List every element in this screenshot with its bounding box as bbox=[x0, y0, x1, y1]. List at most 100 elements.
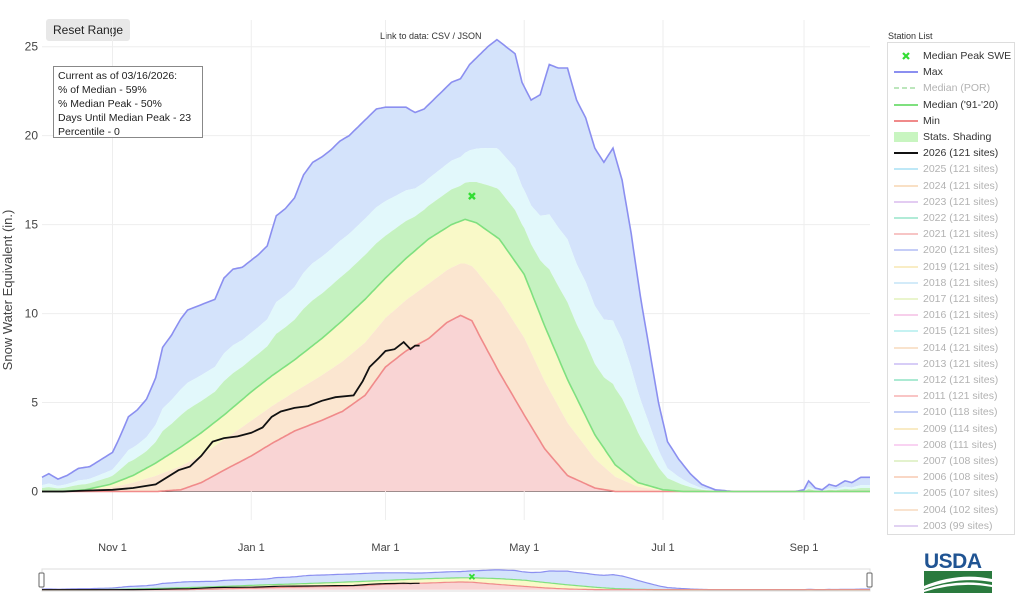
legend-swatch bbox=[894, 330, 918, 333]
legend-item[interactable]: 2011 (121 sites) bbox=[888, 388, 1014, 404]
legend-swatch bbox=[894, 184, 918, 187]
y-tick-label: 15 bbox=[25, 218, 39, 232]
legend-item[interactable]: 2008 (111 sites) bbox=[888, 437, 1014, 453]
legend-swatch bbox=[894, 249, 918, 252]
annotation-line: Days Until Median Peak - 23 bbox=[58, 112, 192, 124]
legend-label: 2012 (121 sites) bbox=[923, 374, 999, 386]
station-list-title: Station List bbox=[888, 31, 933, 41]
legend-item[interactable]: Median (POR) bbox=[888, 80, 1014, 96]
legend-swatch bbox=[894, 379, 918, 381]
legend-label: 2019 (121 sites) bbox=[923, 260, 999, 273]
legend-item[interactable]: 2014 (121 sites) bbox=[888, 340, 1014, 356]
legend-swatch bbox=[894, 71, 918, 74]
legend-swatch bbox=[894, 427, 918, 430]
legend-label: 2024 (121 sites) bbox=[923, 179, 999, 192]
legend-item[interactable]: Max bbox=[888, 64, 1014, 80]
legend-swatch bbox=[894, 508, 918, 511]
x-tick-label: Jan 1 bbox=[238, 542, 265, 554]
legend-swatch bbox=[894, 168, 918, 171]
legend-swatch bbox=[894, 314, 918, 317]
legend-label: 2010 (118 sites) bbox=[923, 406, 998, 419]
legend-item[interactable]: Median ('91-'20) bbox=[888, 97, 1014, 113]
legend-label: 2009 (114 sites) bbox=[923, 422, 998, 435]
range-handle-right[interactable] bbox=[866, 572, 873, 588]
x-tick-label: Nov 1 bbox=[98, 542, 127, 554]
legend-item[interactable]: 2012 (121 sites) bbox=[888, 372, 1014, 388]
legend-label: 2003 (99 sites) bbox=[923, 519, 993, 532]
legend-label: 2018 (121 sites) bbox=[923, 276, 999, 289]
legend-label: 2015 (121 sites) bbox=[923, 325, 999, 338]
legend-label: 2006 (108 sites) bbox=[923, 471, 999, 484]
max-band-fill bbox=[42, 39, 870, 492]
legend-item[interactable]: 2020 (121 sites) bbox=[888, 242, 1014, 258]
legend-item[interactable]: 2024 (121 sites) bbox=[888, 178, 1014, 194]
legend-label: 2007 (108 sites) bbox=[923, 455, 999, 467]
legend-label: 2020 (121 sites) bbox=[923, 244, 999, 257]
y-tick-label: 10 bbox=[25, 307, 39, 321]
legend-item[interactable]: 2005 (107 sites) bbox=[888, 485, 1014, 501]
range-current-line bbox=[42, 582, 420, 591]
range-slider[interactable] bbox=[0, 567, 880, 597]
legend-swatch bbox=[902, 52, 910, 60]
range-handle-left[interactable] bbox=[38, 572, 45, 588]
legend-swatch bbox=[894, 233, 918, 236]
annotation-line: % of Median - 59% bbox=[58, 84, 147, 96]
legend-swatch bbox=[894, 281, 918, 284]
legend-label: Max bbox=[923, 66, 943, 79]
min-band-fill bbox=[42, 315, 870, 492]
x-tick-label: May 1 bbox=[509, 542, 539, 554]
legend-item[interactable]: 2022 (121 sites) bbox=[888, 210, 1014, 226]
x-tick-label: Mar 1 bbox=[371, 542, 399, 554]
legend-item[interactable]: Median Peak SWE bbox=[888, 48, 1014, 64]
y-axis-label: Snow Water Equivalent (in.) bbox=[0, 210, 15, 371]
legend-item[interactable]: 2017 (121 sites) bbox=[888, 291, 1014, 307]
legend-item[interactable]: 2013 (121 sites) bbox=[888, 356, 1014, 372]
legend-label: Median (POR) bbox=[923, 82, 991, 95]
legend-item[interactable]: 2019 (121 sites) bbox=[888, 259, 1014, 275]
legend-swatch bbox=[894, 200, 918, 203]
legend-item[interactable]: 2016 (121 sites) bbox=[888, 307, 1014, 323]
current-year-line bbox=[42, 340, 420, 493]
median-peak-marker bbox=[468, 192, 476, 201]
legend-swatch bbox=[894, 524, 918, 527]
legend-item[interactable]: 2007 (108 sites) bbox=[888, 453, 1014, 469]
legend-item[interactable]: 2010 (118 sites) bbox=[888, 404, 1014, 420]
legend-label: 2025 (121 sites) bbox=[923, 163, 999, 176]
svg-text:USDA: USDA bbox=[924, 550, 982, 573]
legend-swatch bbox=[894, 87, 918, 90]
legend-swatch bbox=[894, 460, 918, 462]
legend-item[interactable]: 2018 (121 sites) bbox=[888, 275, 1014, 291]
legend-swatch bbox=[894, 395, 918, 398]
legend-label: 2005 (107 sites) bbox=[923, 487, 999, 500]
y-tick-label: 5 bbox=[31, 396, 38, 410]
usda-logo: USDA bbox=[924, 550, 992, 593]
legend-label: 2013 (121 sites) bbox=[923, 357, 999, 370]
median-line bbox=[42, 218, 870, 493]
station-list-legend: Median Peak SWE Max Median (POR) Median ('9… bbox=[887, 42, 1015, 535]
legend-swatch bbox=[894, 492, 918, 495]
legend-label: 2023 (121 sites) bbox=[923, 195, 999, 208]
legend-item[interactable]: 2015 (121 sites) bbox=[888, 323, 1014, 339]
high-band-fill bbox=[42, 148, 870, 492]
legend-item[interactable]: 2026 (121 sites) bbox=[888, 145, 1014, 161]
y-tick-label: 25 bbox=[25, 40, 39, 54]
legend-item[interactable]: 2021 (121 sites) bbox=[888, 226, 1014, 242]
y-tick-label: 0 bbox=[31, 485, 38, 499]
x-tick-label: Sep 1 bbox=[790, 542, 819, 554]
legend-label: Stats. Shading bbox=[923, 131, 992, 143]
legend-item[interactable]: 2006 (108 sites) bbox=[888, 469, 1014, 485]
legend-swatch bbox=[894, 132, 918, 142]
legend-item[interactable]: 2004 (102 sites) bbox=[888, 502, 1014, 518]
legend-item[interactable]: 2025 (121 sites) bbox=[888, 161, 1014, 177]
reset-range-button[interactable]: Reset Range bbox=[46, 19, 131, 41]
legend-item[interactable]: 2009 (114 sites) bbox=[888, 421, 1014, 437]
legend-label: 2017 (121 sites) bbox=[923, 293, 999, 305]
x-tick-label: Jul 1 bbox=[651, 542, 674, 554]
legend-item[interactable]: 2023 (121 sites) bbox=[888, 194, 1014, 210]
lower-band-fill bbox=[42, 263, 870, 492]
legend-item[interactable]: Min bbox=[888, 113, 1014, 129]
legend-item[interactable]: Stats. Shading bbox=[888, 129, 1014, 145]
legend-item[interactable]: 2003 (99 sites) bbox=[888, 518, 1014, 534]
data-link[interactable]: Link to data: CSV / JSON bbox=[380, 31, 482, 41]
legend-label: Median Peak SWE bbox=[923, 50, 1012, 62]
